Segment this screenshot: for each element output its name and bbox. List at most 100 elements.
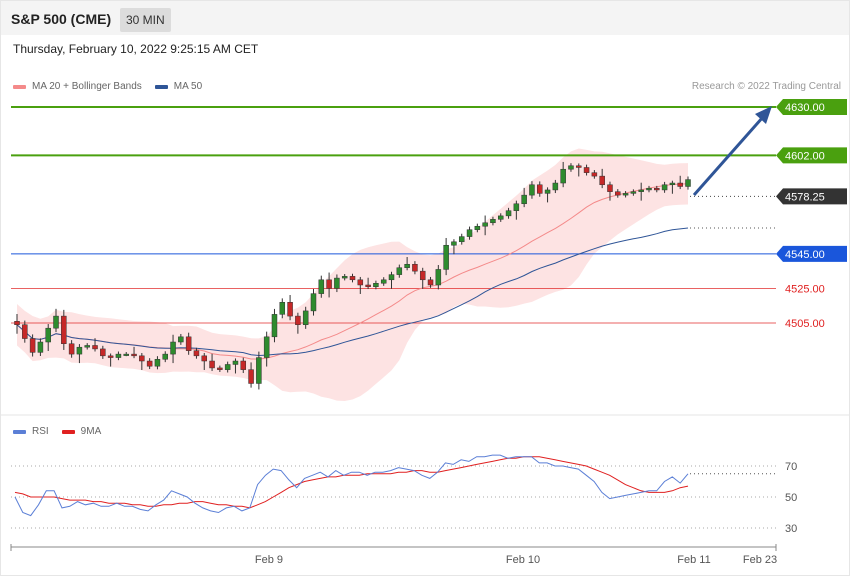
candle-body-24: [201, 355, 208, 362]
copyright-text: Research © 2022 Trading Central: [691, 81, 841, 92]
candle-body-17: [146, 360, 153, 367]
candle-body-31: [256, 357, 262, 384]
level-tag-1: [776, 147, 847, 164]
rsi-panel: 70 50 30: [11, 454, 797, 535]
candle-body-86: [685, 179, 691, 187]
candle-body-47: [380, 279, 387, 284]
candle-body-73: [583, 167, 590, 173]
timestamp: Thursday, February 10, 2022 9:25:15 AM C…: [13, 42, 259, 56]
level-label-3: 4545.00: [785, 249, 825, 261]
candle-body-83: [661, 184, 668, 191]
candle-body-19: [162, 353, 168, 360]
candle-body-50: [404, 263, 410, 268]
legend-item-ma50: MA 50: [154, 81, 202, 92]
candle-body-12: [107, 355, 114, 358]
moving-averages-layer: [16, 183, 689, 360]
candle-body-55: [443, 244, 449, 270]
legend-item-9ma: 9MA: [61, 426, 102, 437]
candle-body-72: [576, 165, 582, 168]
candle-body-65: [521, 194, 527, 205]
forecast-arrow-layer: [692, 106, 772, 196]
candle-body-2: [29, 338, 36, 353]
level-label-0: 4630.00: [785, 102, 825, 114]
rsi-line: [14, 454, 689, 517]
candle-body-78: [622, 193, 629, 196]
candle-body-27: [224, 364, 231, 370]
candle-body-79: [630, 191, 637, 194]
level-tag-2: [776, 188, 847, 205]
candle-body-41: [334, 277, 340, 289]
level-label-4: 4525.00: [785, 283, 825, 295]
level-lines-layer: [11, 106, 776, 324]
candle-body-18: [154, 359, 161, 367]
candle-body-13: [115, 353, 122, 358]
candle-body-51: [412, 263, 418, 272]
forecast-arrow-shaft: [692, 116, 765, 196]
candle-body-59: [474, 225, 481, 230]
candle-body-70: [560, 168, 566, 184]
legend-item-rsi: RSI: [13, 426, 49, 437]
candle-body-77: [615, 191, 621, 196]
candle-body-30: [248, 369, 254, 384]
level-tags-layer: 4630.00 4602.00 4578.25 4545.00 4525.00 4505.…: [776, 99, 847, 330]
candle-body-58: [466, 229, 473, 237]
candle-body-4: [45, 327, 51, 343]
candle-body-74: [591, 172, 598, 177]
candle-body-80: [638, 189, 644, 192]
candle-body-34: [279, 302, 286, 315]
candles-layer: [14, 161, 691, 390]
candle-body-11: [100, 348, 106, 357]
rsi-tick-label-0: 70: [785, 461, 797, 473]
legend-swatch-9ma: [61, 429, 75, 434]
candle-body-1: [22, 324, 28, 339]
legend-label-ma20: MA 20 + Bollinger Bands: [32, 81, 142, 92]
rsi-tick-label-2: 30: [785, 523, 797, 535]
legend-label-9ma: 9MA: [80, 426, 102, 437]
legend-item-ma20: MA 20 + Bollinger Bands: [13, 81, 142, 92]
candle-body-29: [240, 360, 247, 370]
candle-body-68: [544, 189, 551, 194]
x-axis: Feb 9 Feb 10 Feb 11 Feb 23: [10, 544, 777, 566]
candle-body-7: [68, 343, 75, 355]
x-tick-label-3: Feb 23: [743, 554, 777, 566]
rsi-9ma-line: [14, 456, 689, 509]
candle-body-43: [349, 276, 356, 281]
instrument-title: S&P 500 (CME): [11, 11, 112, 27]
level-tag-0: [776, 99, 847, 115]
candle-body-82: [654, 187, 660, 191]
candle-body-71: [568, 165, 574, 170]
candle-body-16: [139, 355, 145, 362]
candle-body-37: [302, 310, 309, 325]
level-label-5: 4505.00: [785, 318, 825, 330]
candle-body-67: [537, 184, 543, 194]
candle-body-81: [646, 187, 652, 191]
candle-body-48: [388, 274, 395, 281]
candle-body-38: [310, 293, 317, 312]
candle-body-26: [217, 367, 223, 370]
candle-body-75: [599, 175, 605, 186]
candle-body-42: [341, 276, 348, 279]
chart-header: S&P 500 (CME) 30 MIN: [1, 1, 849, 35]
candle-body-9: [84, 345, 90, 348]
legend-swatch-ma50: [154, 84, 168, 89]
legend-swatch-rsi: [13, 429, 26, 434]
x-tick-label-2: Feb 11: [677, 554, 710, 566]
rsi-tick-label-1: 50: [785, 492, 797, 504]
legend-swatch-ma20: [13, 84, 26, 89]
candle-body-8: [76, 346, 83, 355]
level-label-1: 4602.00: [785, 150, 825, 162]
candle-body-63: [505, 210, 512, 217]
candle-body-5: [53, 315, 59, 329]
candle-body-57: [458, 236, 465, 243]
candle-body-52: [419, 270, 426, 281]
interval-button[interactable]: 30 MIN: [120, 8, 171, 32]
candle-body-23: [193, 350, 200, 357]
candle-body-35: [287, 302, 293, 317]
candle-body-44: [357, 279, 364, 286]
rsi-legend: RSI 9MA: [13, 426, 114, 437]
forecast-arrow-head: [755, 106, 772, 124]
legend-label-rsi: RSI: [32, 426, 49, 437]
candle-body-20: [170, 341, 176, 355]
candle-body-25: [209, 360, 215, 369]
